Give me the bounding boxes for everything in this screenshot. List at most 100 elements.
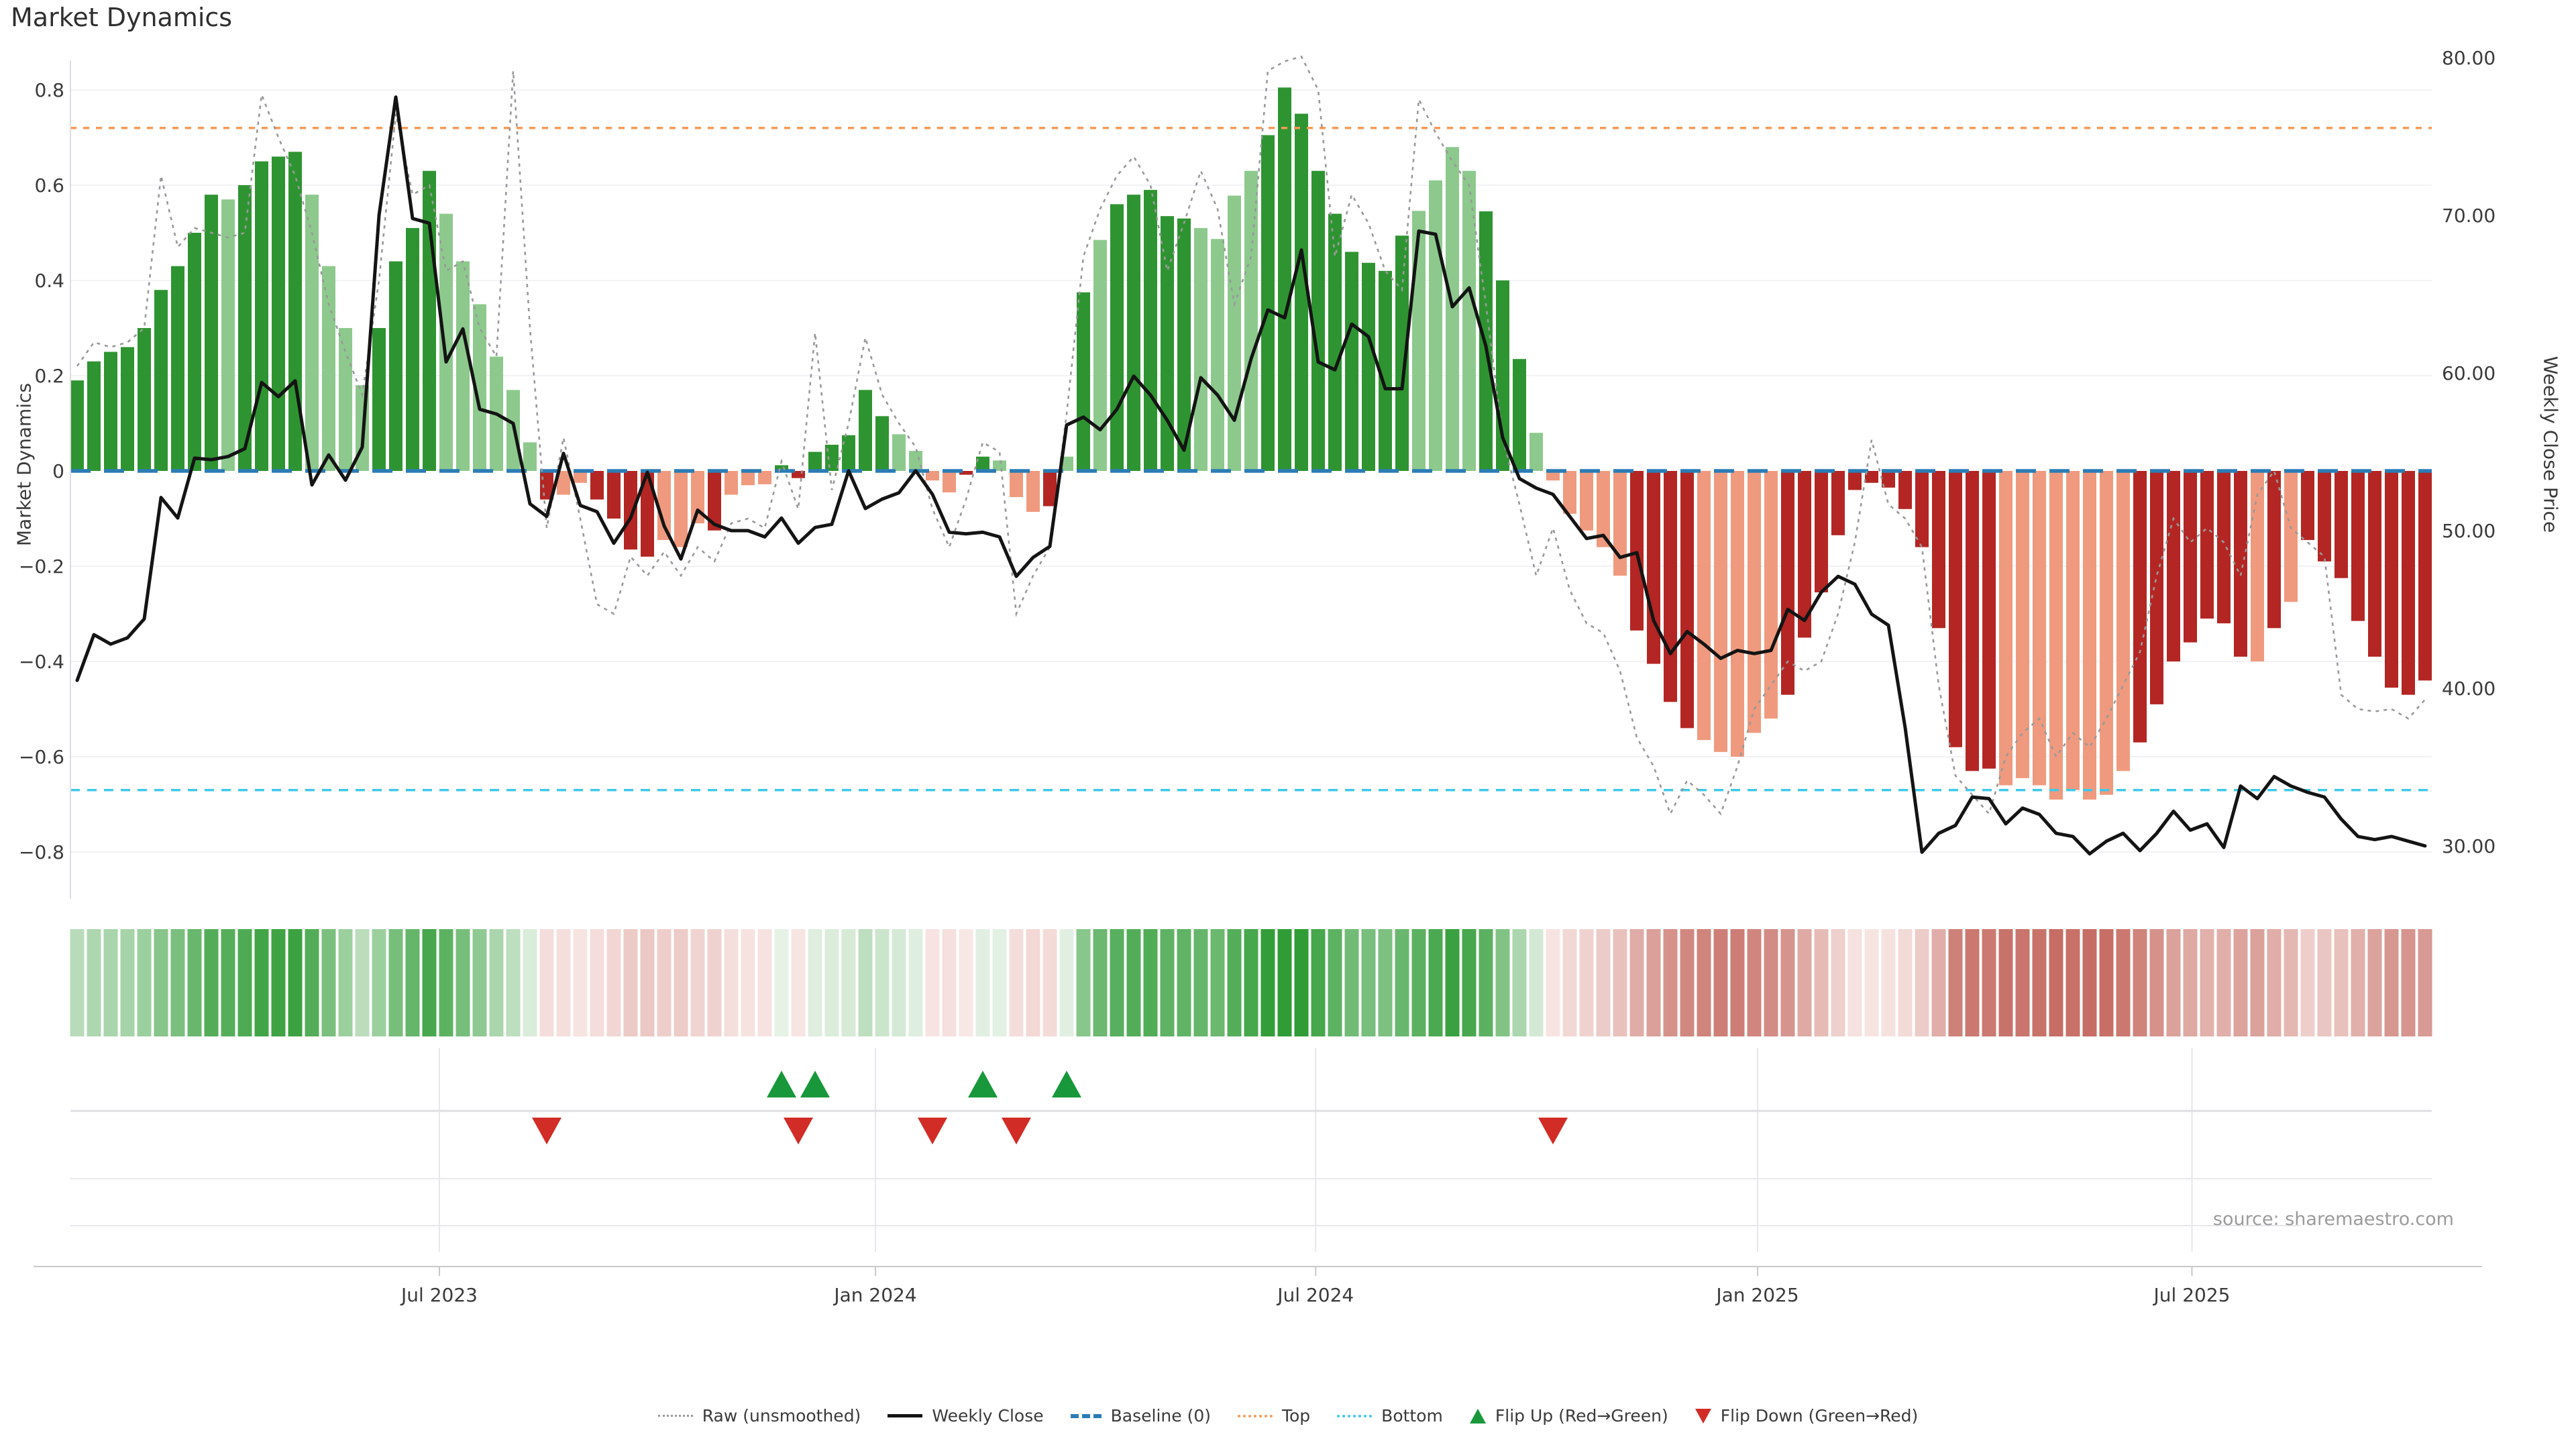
heatmap-cell xyxy=(170,929,185,1036)
heatmap-cell xyxy=(2032,929,2047,1036)
price-axis-tick-label: 40.00 xyxy=(2442,678,2496,700)
heatmap-cell xyxy=(1512,929,1527,1036)
heatmap-cell xyxy=(1965,929,1980,1036)
dynamics-bar xyxy=(1144,190,1157,471)
heatmap-cell xyxy=(1713,929,1728,1036)
legend-label: Raw (unsmoothed) xyxy=(702,1406,861,1426)
price-axis-tick-label: 80.00 xyxy=(2442,47,2496,69)
top-line-swatch xyxy=(1237,1414,1273,1417)
dynamics-bar xyxy=(1010,471,1023,498)
dynamics-bar xyxy=(322,266,335,471)
dynamics-bar xyxy=(1412,211,1426,471)
x-axis-tick-label: Jul 2023 xyxy=(400,1284,478,1306)
legend-label: Flip Down (Green→Red) xyxy=(1720,1406,1919,1426)
heatmap-cell xyxy=(992,929,1007,1036)
dynamics-bar xyxy=(1798,471,1811,638)
dynamics-bar xyxy=(909,451,922,471)
flip-up-marker xyxy=(800,1071,830,1097)
dynamics-bar xyxy=(87,361,101,471)
dynamics-bar xyxy=(943,471,956,492)
heatmap-cell xyxy=(1411,929,1426,1036)
dynamics-bar xyxy=(1395,235,1409,471)
dynamics-bar xyxy=(1882,471,1895,488)
dynamics-bar xyxy=(1664,471,1677,702)
heatmap-cell xyxy=(1797,929,1812,1036)
heatmap-cell xyxy=(1881,929,1896,1036)
heatmap-cell xyxy=(606,929,621,1036)
heatmap-cell xyxy=(2099,929,2114,1036)
dynamics-bar xyxy=(1429,180,1442,471)
dynamics-bar xyxy=(1161,216,1174,471)
dynamics-bar xyxy=(2200,471,2214,619)
heatmap-cell xyxy=(1948,929,1963,1036)
heatmap-cell xyxy=(137,929,152,1036)
dynamics-bar xyxy=(1563,471,1576,514)
dynamics-bar xyxy=(1194,227,1208,471)
y-axis-tick-label: 0.8 xyxy=(34,79,64,101)
raw-line xyxy=(76,55,2426,816)
heatmap-cell xyxy=(1260,929,1275,1036)
heatmap-cell xyxy=(1629,929,1644,1036)
dynamics-bar xyxy=(2066,471,2080,790)
heatmap-cell xyxy=(1210,929,1225,1036)
legend-label: Flip Up (Red→Green) xyxy=(1495,1406,1668,1426)
dynamics-bar xyxy=(859,390,872,471)
heatmap-cell xyxy=(523,929,537,1036)
heatmap-cell xyxy=(1613,929,1627,1036)
heatmap-cell xyxy=(1864,929,1879,1036)
dynamics-bar xyxy=(1261,135,1275,471)
dynamics-bar xyxy=(1764,471,1778,719)
heatmap-cell xyxy=(640,929,655,1036)
dynamics-bar xyxy=(1295,113,1308,471)
heatmap-cell xyxy=(1462,929,1477,1036)
heatmap-cell xyxy=(1931,929,1946,1036)
heatmap-cell xyxy=(1730,929,1745,1036)
dynamics-bar xyxy=(2049,471,2063,800)
heatmap-cell xyxy=(2334,929,2349,1036)
dynamics-bar xyxy=(121,347,134,471)
heatmap-cell xyxy=(1193,929,1208,1036)
y-axis-title: Market Dynamics xyxy=(13,382,36,547)
dynamics-bar xyxy=(2402,471,2415,695)
heatmap-cell xyxy=(925,929,940,1036)
heatmap-cell xyxy=(1579,929,1594,1036)
heatmap-cell xyxy=(2300,929,2315,1036)
heatmap-cell xyxy=(372,929,386,1036)
heatmap-cell xyxy=(338,929,353,1036)
raw-line-swatch xyxy=(657,1415,693,1417)
heatmap-cell xyxy=(858,929,873,1036)
y-axis-tick-label: 0.2 xyxy=(34,365,64,387)
heatmap-cell xyxy=(590,929,604,1036)
heatmap-cell xyxy=(1177,929,1191,1036)
y-axis-tick-label: −0.4 xyxy=(19,651,64,673)
dynamics-bar xyxy=(1043,471,1057,506)
legend-item-top: Top xyxy=(1237,1406,1310,1426)
dynamics-bar xyxy=(1462,170,1476,471)
price-axis-tick-label: 50.00 xyxy=(2442,520,2496,542)
dynamics-bar xyxy=(2150,471,2163,704)
heatmap-cell xyxy=(2183,929,2198,1036)
dynamics-bar xyxy=(1613,471,1627,576)
dynamics-bar xyxy=(523,442,537,471)
dynamics-bar xyxy=(741,471,755,486)
close-line-swatch xyxy=(888,1414,923,1417)
dynamics-bar xyxy=(607,471,621,519)
heatmap-cell xyxy=(1847,929,1862,1036)
close-line xyxy=(75,95,2427,856)
flip-down-marker xyxy=(1002,1118,1031,1144)
dynamics-bar xyxy=(641,471,654,557)
heatmap-cell xyxy=(690,929,705,1036)
dynamics-bar xyxy=(1093,239,1107,471)
dynamics-bar xyxy=(1865,471,1878,483)
dynamics-bar xyxy=(926,471,939,481)
dynamics-bar xyxy=(2351,471,2365,621)
heatmap-cell xyxy=(154,929,168,1036)
dynamics-bar xyxy=(1244,170,1258,471)
heatmap-cell xyxy=(2133,929,2147,1036)
heatmap-cell xyxy=(422,929,437,1036)
page-title: Market Dynamics xyxy=(11,3,233,32)
dynamics-bar xyxy=(976,456,989,471)
heatmap-cell xyxy=(808,929,822,1036)
legend-item-baseline: Baseline (0) xyxy=(1070,1406,1211,1426)
baseline-swatch xyxy=(1070,1413,1102,1418)
